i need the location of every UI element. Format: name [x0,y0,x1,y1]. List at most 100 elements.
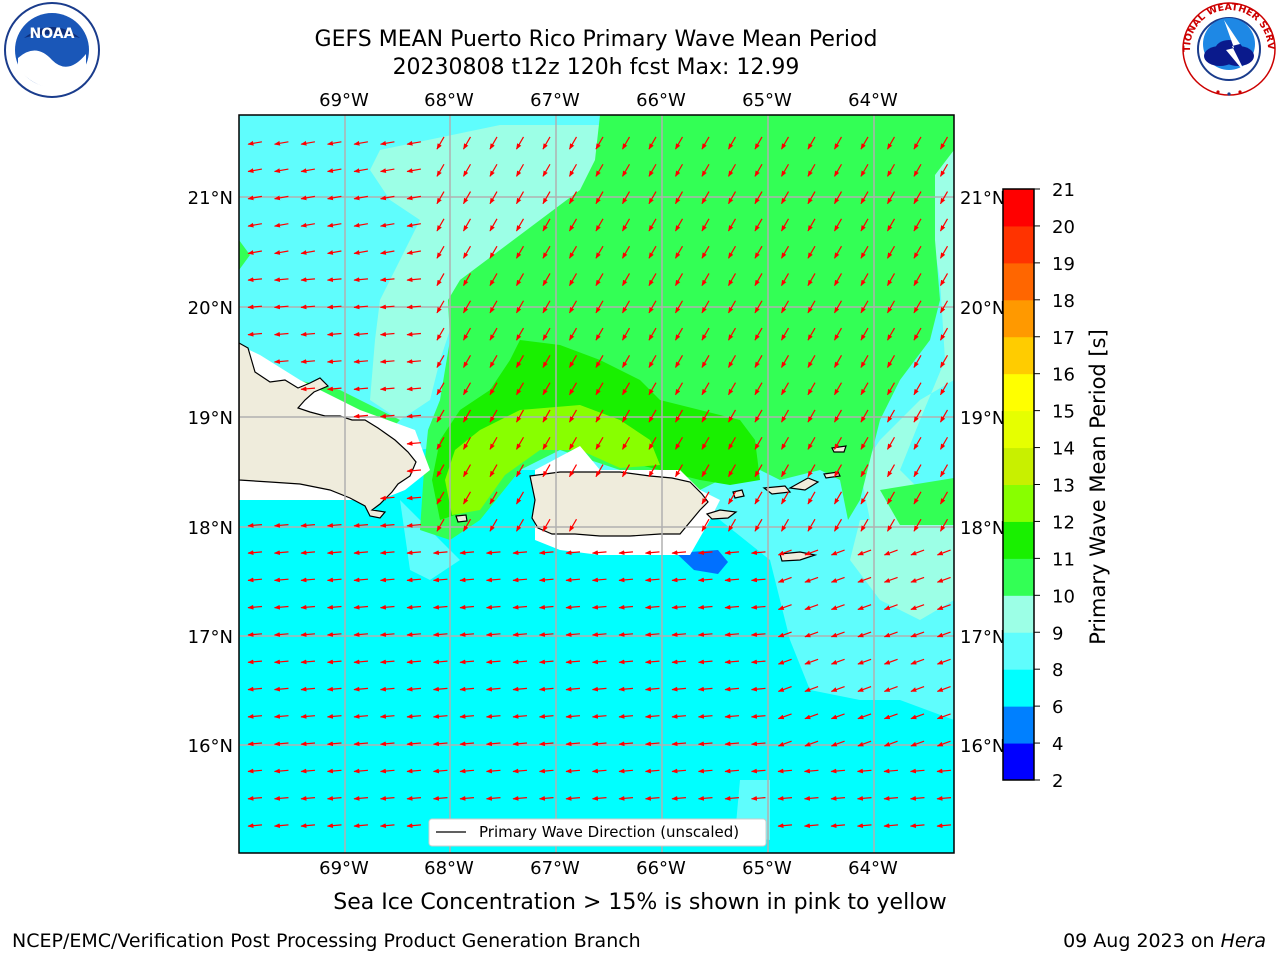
wave-direction-arrow [489,273,498,287]
wave-direction-arrow [565,795,581,801]
caption: Sea Ice Concentration > 15% is shown in … [333,890,947,915]
wave-direction-arrow [247,168,262,173]
wave-direction-arrow [727,163,737,177]
wave-direction-arrow [436,436,445,450]
lon-label-top: 65°W [742,90,792,111]
wave-direction-arrow [380,250,395,255]
wave-direction-arrow [326,522,342,528]
wave-direction-arrow [777,795,793,801]
colorbar-tick-label: 12 [1052,512,1075,533]
wave-direction-arrow [542,300,551,314]
wave-direction-arrow [644,550,660,556]
wave-direction-arrow [462,464,472,478]
wave-direction-arrow [327,250,342,255]
wave-direction-arrow [538,659,554,665]
wave-direction-arrow [860,136,869,150]
wave-direction-arrow [833,245,843,259]
wave-direction-arrow [380,140,395,146]
wave-direction-arrow [489,464,498,478]
wave-direction-arrow [807,218,816,232]
period-band-12-13 [445,405,660,515]
wave-direction-arrow [618,632,634,637]
wave-direction-arrow [697,795,713,801]
wave-direction-arrow [750,604,766,610]
wave-direction-arrow [648,436,657,450]
wave-direction-arrow [327,222,342,228]
wave-direction-arrow [674,191,684,205]
wave-direction-arrow [886,355,896,368]
wave-direction-arrow [621,273,631,287]
wave-direction-arrow [462,518,472,532]
wave-direction-arrow [701,163,710,177]
footer-host: Hera [1220,930,1266,952]
wave-direction-arrow [754,518,763,532]
noaa-logo: NOAA [4,2,100,98]
wave-direction-arrow [300,604,316,610]
wave-direction-arrow [780,191,790,205]
wave-direction-arrow [459,577,475,583]
wave-direction-arrow [618,686,634,692]
wave-direction-arrow [300,304,316,310]
wave-direction-arrow [485,659,501,665]
wave-direction-arrow [857,740,872,747]
wave-direction-arrow [353,140,368,146]
wave-direction-arrow [621,163,631,177]
wave-direction-arrow [247,550,263,556]
wave-direction-arrow [621,436,631,450]
wave-direction-arrow [462,355,472,368]
wave-direction-arrow [565,686,581,692]
wave-direction-arrow [459,632,475,637]
wave-direction-arrow [273,686,289,692]
wave-direction-arrow [489,436,498,450]
lon-label-bottom: 67°W [530,858,580,879]
wave-direction-arrow [780,436,790,450]
wave-direction-arrow [353,714,369,719]
lat-label-left: 19°N [188,408,233,429]
wave-direction-arrow [750,632,766,637]
footer-date-text: 09 Aug 2023 on [1063,930,1221,952]
wave-direction-arrow [568,327,578,341]
wave-direction-arrow [459,714,475,719]
wave-direction-arrow [406,304,422,310]
wave-direction-arrow [830,576,845,583]
period-band-8-9 [400,500,460,580]
wave-direction-arrow [777,823,793,829]
wave-direction-arrow [886,136,896,150]
wave-direction-arrow [697,768,713,774]
wave-direction-arrow [353,686,369,692]
wave-direction-arrow [462,491,472,505]
wave-direction-arrow [485,795,501,801]
wave-direction-arrow [485,550,501,556]
wave-direction-arrow [542,136,551,150]
colorbar-tick-label: 15 [1052,402,1075,423]
wave-direction-arrow [807,491,816,505]
wave-direction-arrow [595,409,604,423]
wave-direction-arrow [565,714,581,719]
wave-direction-arrow [833,218,843,232]
wave-direction-arrow [247,140,262,146]
wave-direction-arrow [754,273,763,287]
wave-direction-arrow [830,768,846,774]
wave-direction-arrow [595,136,604,150]
wave-direction-arrow [300,250,315,255]
wave-direction-arrow [274,222,289,228]
wave-direction-arrow [754,300,763,314]
wave-direction-arrow [542,163,551,177]
wave-direction-arrow [780,518,790,532]
wave-direction-arrow [750,550,766,556]
wave-direction-arrow [644,741,660,747]
wave-direction-arrow [379,686,395,692]
wave-direction-arrow [353,659,369,665]
wave-direction-arrow [300,140,315,146]
wave-direction-arrow [353,386,369,392]
lon-label-bottom: 65°W [742,858,792,879]
wave-direction-arrow [860,355,869,368]
wave-direction-arrow [777,713,792,720]
wave-direction-arrow [777,740,792,747]
wave-direction-arrow [671,577,687,583]
wave-direction-arrow [727,355,737,368]
wave-direction-arrow [618,604,634,610]
wave-direction-arrow [353,823,369,829]
colorbar-segment [1003,299,1034,338]
lat-label-left: 16°N [188,736,233,757]
